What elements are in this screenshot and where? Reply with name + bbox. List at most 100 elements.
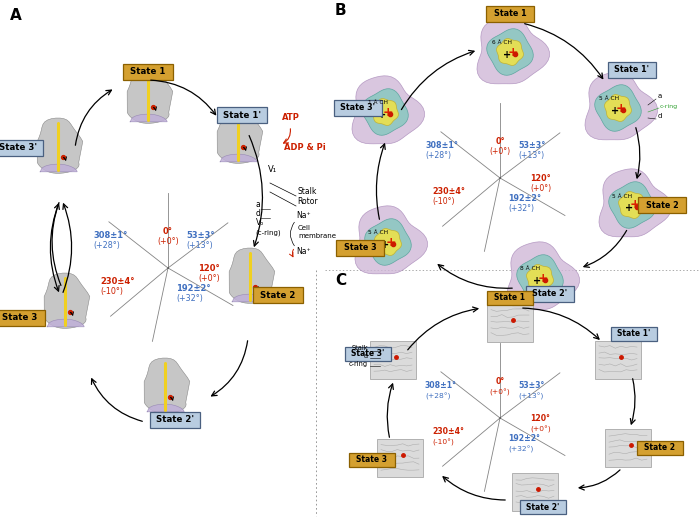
Text: ATP: ATP: [282, 113, 300, 122]
Text: State 1: State 1: [494, 294, 526, 303]
Text: State 2: State 2: [645, 200, 678, 209]
Text: 0°: 0°: [496, 377, 505, 386]
FancyBboxPatch shape: [336, 240, 384, 256]
FancyBboxPatch shape: [150, 412, 200, 428]
FancyBboxPatch shape: [487, 304, 533, 342]
Text: 5 Å CH: 5 Å CH: [368, 230, 388, 235]
Text: (-10°): (-10°): [432, 439, 454, 446]
FancyBboxPatch shape: [122, 64, 173, 80]
Text: V₁: V₁: [268, 165, 277, 174]
Text: 192±2°: 192±2°: [508, 194, 541, 203]
Text: 8 Å CH: 8 Å CH: [520, 266, 540, 271]
Text: A: A: [10, 8, 22, 23]
Text: ADP & Pi: ADP & Pi: [284, 143, 326, 152]
FancyBboxPatch shape: [349, 453, 396, 467]
Text: 230±4°: 230±4°: [100, 277, 134, 286]
Text: State 2': State 2': [526, 502, 560, 511]
Polygon shape: [526, 265, 554, 292]
Text: State 1': State 1': [615, 65, 650, 75]
Polygon shape: [486, 28, 533, 75]
Text: +: +: [538, 271, 548, 284]
Text: 53±3°: 53±3°: [518, 381, 545, 390]
Text: State 2': State 2': [156, 415, 194, 424]
Text: (+32°): (+32°): [508, 446, 533, 453]
Text: (+0°): (+0°): [198, 274, 220, 283]
Text: 5 Å CH: 5 Å CH: [599, 96, 619, 101]
FancyBboxPatch shape: [0, 140, 43, 156]
Text: State 1: State 1: [130, 67, 166, 77]
Text: +: +: [533, 276, 541, 286]
FancyBboxPatch shape: [637, 441, 683, 455]
Polygon shape: [609, 182, 655, 228]
Polygon shape: [605, 95, 631, 121]
Text: +: +: [386, 236, 396, 249]
Text: c-ring: c-ring: [349, 361, 368, 367]
Polygon shape: [217, 108, 262, 163]
Text: (+13°): (+13°): [518, 393, 543, 400]
Text: 230±4°: 230±4°: [432, 427, 464, 436]
Text: State 1: State 1: [494, 9, 526, 19]
Text: 192±2°: 192±2°: [508, 434, 540, 443]
Polygon shape: [496, 38, 524, 65]
Text: 53±3°: 53±3°: [186, 231, 215, 240]
Polygon shape: [147, 404, 184, 412]
Text: (+32°): (+32°): [176, 294, 203, 303]
FancyBboxPatch shape: [334, 100, 382, 116]
Polygon shape: [352, 76, 424, 144]
FancyBboxPatch shape: [605, 429, 651, 467]
Polygon shape: [372, 98, 398, 125]
FancyBboxPatch shape: [512, 473, 558, 511]
Text: Na⁺: Na⁺: [296, 247, 311, 256]
Text: +: +: [378, 110, 386, 120]
Text: State 2: State 2: [260, 291, 295, 299]
FancyBboxPatch shape: [370, 341, 416, 379]
Polygon shape: [362, 89, 408, 135]
Text: a: a: [658, 93, 662, 99]
FancyBboxPatch shape: [526, 286, 574, 301]
Text: 308±1°: 308±1°: [93, 231, 127, 240]
Polygon shape: [599, 169, 671, 237]
Text: d: d: [658, 113, 662, 119]
FancyBboxPatch shape: [611, 327, 657, 341]
Polygon shape: [220, 154, 257, 162]
Text: a: a: [364, 353, 368, 359]
Text: 1 Å CH: 1 Å CH: [368, 100, 388, 105]
Polygon shape: [40, 164, 77, 172]
Text: +: +: [611, 106, 619, 116]
Text: (-10°): (-10°): [432, 197, 454, 206]
Text: 0°: 0°: [495, 137, 505, 146]
Text: +: +: [503, 50, 511, 60]
Polygon shape: [130, 114, 167, 122]
Text: 192±2°: 192±2°: [176, 284, 211, 293]
Polygon shape: [232, 294, 270, 302]
Text: (c-ring): (c-ring): [255, 229, 281, 236]
Text: State 2': State 2': [533, 290, 568, 298]
Text: Na⁺: Na⁺: [296, 211, 311, 220]
Polygon shape: [595, 85, 641, 131]
Text: +: +: [630, 198, 640, 211]
Text: Rotor: Rotor: [297, 197, 318, 206]
Text: State 1': State 1': [617, 329, 651, 338]
Text: (+28°): (+28°): [425, 151, 451, 160]
Text: 6 Å CH: 6 Å CH: [492, 40, 512, 45]
Text: 230±4°: 230±4°: [432, 187, 465, 196]
FancyBboxPatch shape: [377, 439, 423, 477]
Text: +: +: [383, 106, 393, 119]
FancyBboxPatch shape: [608, 62, 656, 78]
Polygon shape: [229, 248, 275, 304]
Text: 120°: 120°: [530, 414, 550, 423]
Text: (+28°): (+28°): [425, 393, 451, 400]
Polygon shape: [585, 72, 657, 140]
Text: State 3: State 3: [344, 243, 377, 252]
Text: (+13°): (+13°): [518, 151, 544, 160]
Text: State 1': State 1': [223, 110, 261, 120]
Text: c-ring: c-ring: [660, 104, 678, 109]
Polygon shape: [477, 16, 550, 84]
Text: (+0°): (+0°): [489, 389, 510, 396]
Text: (+13°): (+13°): [186, 241, 213, 250]
FancyBboxPatch shape: [345, 347, 391, 361]
Text: State 3': State 3': [0, 143, 37, 152]
Text: Cell
membrane: Cell membrane: [298, 225, 336, 239]
Polygon shape: [44, 273, 90, 328]
Polygon shape: [47, 319, 84, 327]
